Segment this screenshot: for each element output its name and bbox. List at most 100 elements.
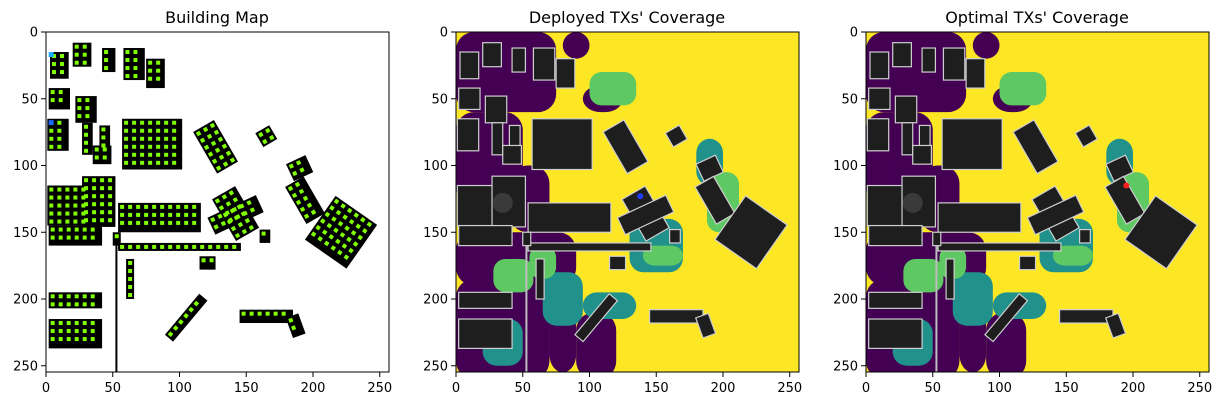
marker-dot: [156, 60, 161, 65]
marker-dot: [241, 228, 248, 235]
marker-dot: [298, 188, 305, 195]
marker-dot: [133, 74, 138, 79]
marker-dot: [184, 244, 189, 249]
marker-dot: [152, 204, 157, 209]
marker-dot: [50, 90, 55, 95]
marker-dot: [50, 302, 55, 307]
marker-dot: [74, 337, 79, 342]
marker-dot: [128, 244, 133, 249]
marker-dot: [352, 241, 359, 247]
marker-dot: [225, 201, 232, 207]
marker-dot: [49, 219, 54, 224]
y-tick-label: 0: [440, 26, 448, 41]
marker-dot: [235, 214, 241, 220]
building: [1074, 124, 1099, 148]
building: [1012, 119, 1059, 175]
marker-dot: [167, 331, 174, 338]
marker-dot: [58, 329, 63, 334]
marker-dot: [193, 300, 200, 307]
marker-dot: [57, 195, 62, 200]
y-tick-label: 150: [833, 226, 858, 241]
marker-dot: [217, 213, 223, 219]
marker-dot: [84, 218, 89, 223]
x-tick-label: 150: [1054, 381, 1079, 396]
marker-dot: [237, 221, 244, 228]
marker-dot: [60, 70, 65, 75]
road-line: [935, 245, 938, 372]
marker-dot: [295, 199, 302, 206]
marker-dot: [357, 234, 363, 241]
marker-dot: [49, 211, 54, 216]
marker-dot: [49, 144, 54, 149]
building: [522, 231, 532, 247]
marker-dot: [108, 210, 113, 215]
marker-dot: [84, 140, 89, 145]
marker-dot: [65, 203, 70, 208]
marker-dot: [81, 195, 86, 200]
marker-dot: [232, 197, 239, 203]
marker-dot: [168, 244, 173, 249]
marker-dot: [132, 120, 137, 125]
building: [555, 58, 576, 89]
building: [1018, 255, 1037, 271]
marker-dot: [178, 319, 184, 325]
marker-dot: [199, 137, 206, 144]
marker-dot: [58, 294, 63, 299]
x-tick-label: 0: [862, 381, 870, 396]
coverage-zone-low: [562, 32, 590, 59]
marker-dot: [215, 165, 222, 171]
marker-dot: [172, 120, 177, 125]
marker-dot: [337, 249, 343, 256]
marker-dot: [257, 311, 262, 316]
marker-dot: [132, 136, 137, 141]
marker-dot: [128, 212, 133, 217]
marker-dot: [120, 212, 125, 217]
marker-dot: [321, 229, 328, 236]
coverage-heatmap: [866, 32, 1198, 372]
marker-dot: [216, 244, 221, 249]
marker-dot: [156, 144, 161, 149]
building: [868, 87, 891, 111]
tx-marker: [48, 52, 54, 58]
marker-dot: [92, 202, 97, 207]
marker-dot: [57, 144, 62, 149]
building: [602, 119, 649, 175]
marker-dot: [232, 244, 237, 249]
marker-dot: [200, 244, 205, 249]
building: [47, 118, 69, 151]
marker-dot: [50, 294, 55, 299]
marker-dot: [132, 144, 137, 149]
y-tick-label: 250: [833, 359, 858, 374]
marker-dot: [246, 200, 252, 206]
marker-dot: [66, 302, 71, 307]
marker-dot: [90, 227, 95, 232]
marker-dot: [156, 160, 161, 165]
marker-dot: [66, 329, 71, 334]
building: [123, 48, 145, 81]
marker-dot: [58, 302, 63, 307]
road-line: [525, 245, 528, 372]
marker-dot: [206, 133, 213, 140]
marker-dot: [148, 160, 153, 165]
marker-dot: [90, 329, 95, 334]
marker-dot: [84, 148, 89, 153]
marker-dot: [148, 68, 153, 73]
marker-dot: [210, 216, 216, 223]
x-tick-label: 250: [777, 381, 802, 396]
y-tick-label: 50: [431, 92, 448, 107]
marker-dot: [100, 218, 105, 223]
marker-dot: [249, 207, 256, 213]
marker-dot: [335, 209, 342, 216]
marker-dot: [355, 223, 361, 230]
marker-dot: [148, 136, 153, 141]
marker-dot: [323, 240, 330, 247]
marker-dot: [218, 205, 225, 211]
coverage-zone-teal: [952, 272, 993, 326]
building: [458, 87, 481, 111]
marker-dot: [132, 128, 137, 133]
marker-dot: [176, 204, 181, 209]
marker-dot: [66, 321, 71, 326]
marker-dot: [125, 66, 130, 71]
marker-dot: [192, 204, 197, 209]
marker-dot: [350, 230, 357, 236]
